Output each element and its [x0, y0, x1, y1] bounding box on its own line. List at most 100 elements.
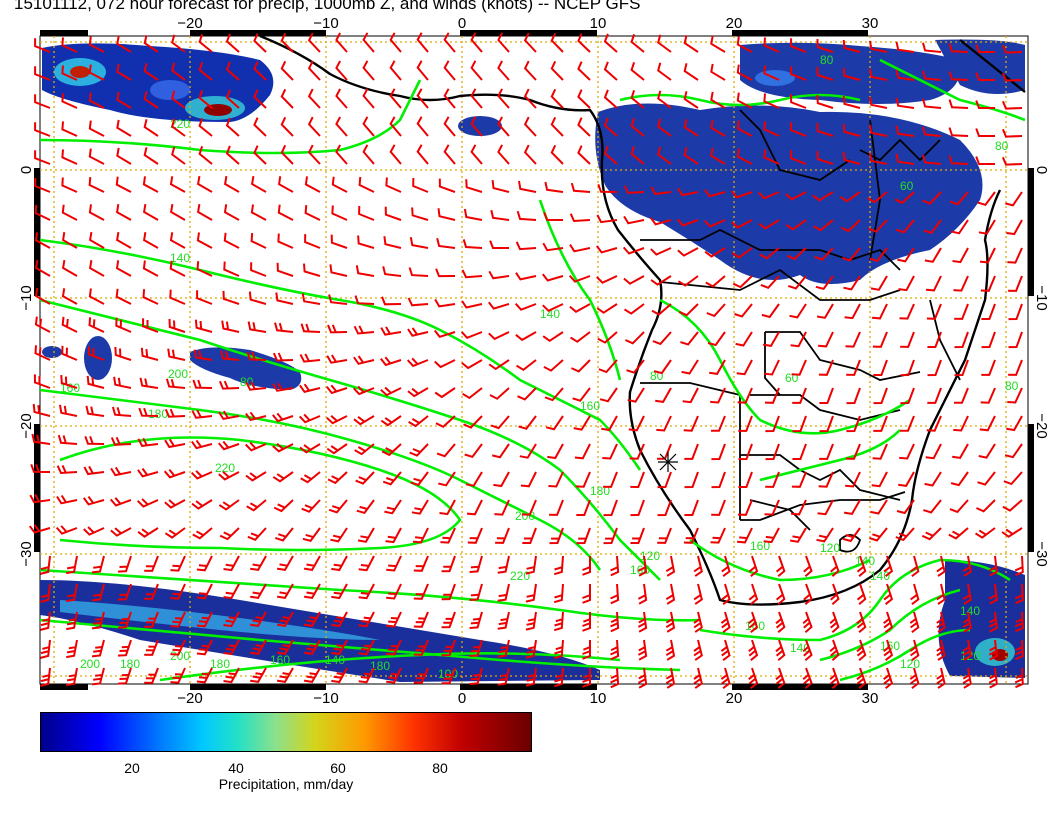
- wind-barb: [830, 583, 840, 606]
- wind-barb: [516, 210, 537, 221]
- colorbar-label: Precipitation, mm/day: [218, 776, 354, 792]
- wind-barb: [748, 639, 759, 661]
- wind-barb: [981, 331, 996, 349]
- wind-barb: [898, 471, 915, 487]
- wind-barb: [626, 359, 645, 374]
- wind-barb: [384, 499, 402, 515]
- wind-barb: [489, 387, 510, 400]
- wind-barb: [977, 471, 996, 486]
- wind-barb: [253, 61, 267, 81]
- wind-barb: [577, 89, 591, 109]
- wind-barb: [734, 303, 753, 318]
- wind-barb: [386, 667, 402, 684]
- wind-barb: [553, 667, 564, 688]
- contour-label: 140: [960, 604, 980, 618]
- wind-barb: [873, 387, 888, 405]
- wind-barb: [948, 527, 969, 540]
- wind-barb: [816, 303, 834, 319]
- wind-barb: [358, 611, 375, 628]
- wind-barb: [40, 583, 51, 603]
- wind-barb: [225, 117, 240, 137]
- wind-barb: [327, 324, 348, 334]
- wind-barb: [303, 667, 321, 683]
- wind-barb: [521, 499, 537, 516]
- wind-barb: [196, 555, 213, 572]
- wind-barb: [465, 471, 483, 487]
- wind-barb: [602, 443, 618, 460]
- wind-barb: [328, 499, 348, 514]
- contour-label: 180: [148, 407, 168, 421]
- wind-barb: [307, 144, 321, 165]
- wind-barb: [253, 89, 267, 109]
- wind-barb: [198, 61, 213, 81]
- wind-barb: [443, 32, 456, 53]
- wind-barb: [251, 175, 267, 193]
- wind-barb: [736, 359, 753, 376]
- wind-barb: [627, 387, 645, 403]
- wind-barb: [196, 232, 213, 249]
- wind-barb: [842, 527, 861, 543]
- wind-barb: [117, 555, 132, 573]
- wind-barb: [88, 317, 105, 333]
- wind-barb: [326, 354, 348, 364]
- wind-barb: [497, 583, 510, 602]
- wind-barb: [680, 331, 699, 346]
- wind-barb: [962, 639, 972, 661]
- wind-barb: [218, 410, 240, 421]
- wind-barb: [143, 147, 159, 165]
- wind-barb: [88, 288, 105, 305]
- wind-barb: [225, 33, 240, 53]
- wind-barb: [979, 247, 996, 264]
- wind-barb: [684, 471, 699, 489]
- wind-barb: [280, 60, 294, 81]
- wind-barb: [407, 327, 429, 337]
- wind-barb: [962, 667, 972, 689]
- wind-barb: [171, 146, 186, 165]
- wind-barb: [171, 90, 186, 109]
- wind-barb: [962, 583, 972, 605]
- wind-barb: [758, 219, 780, 230]
- wind-barb: [622, 246, 645, 255]
- wind-barb: [272, 471, 294, 483]
- wind-barb: [437, 208, 456, 221]
- wind-barb: [469, 555, 483, 573]
- wind-barb: [962, 555, 972, 577]
- wind-barb: [576, 499, 591, 516]
- wind-barb: [413, 667, 429, 684]
- wind-barb: [520, 471, 537, 488]
- wind-barb: [624, 331, 645, 345]
- wind-barb: [925, 275, 942, 292]
- wind-barb: [436, 443, 456, 458]
- contour-label: 200: [170, 649, 190, 663]
- wind-barb: [623, 275, 645, 285]
- wind-barb: [974, 527, 996, 539]
- wind-barb: [873, 415, 888, 432]
- wind-barb: [91, 667, 105, 686]
- wind-barb: [816, 67, 834, 81]
- wind-barb: [842, 151, 861, 165]
- wind-barb: [895, 69, 915, 81]
- wind-barb: [139, 377, 159, 389]
- wind-barb: [553, 583, 564, 604]
- wind-barb: [519, 443, 537, 459]
- wind-barb: [677, 247, 699, 257]
- wind-barb: [196, 639, 213, 656]
- wind-barb: [113, 376, 132, 389]
- wind-barb: [711, 471, 726, 489]
- wind-barb: [818, 331, 834, 348]
- wind-barb: [117, 667, 132, 685]
- wind-barb: [40, 555, 51, 575]
- wind-barb: [88, 92, 105, 109]
- wind-barb: [60, 375, 78, 389]
- wind-barb: [40, 611, 51, 631]
- wind-barb: [603, 471, 618, 488]
- wind-barb: [223, 555, 240, 572]
- wind-barb: [357, 235, 375, 249]
- wind-barb: [515, 359, 537, 372]
- wind-barb: [869, 96, 888, 109]
- wind-barb: [223, 639, 240, 656]
- wind-barb: [272, 443, 294, 453]
- wind-barb: [517, 387, 537, 401]
- wind-barb: [380, 326, 402, 336]
- wind-barb: [352, 385, 375, 396]
